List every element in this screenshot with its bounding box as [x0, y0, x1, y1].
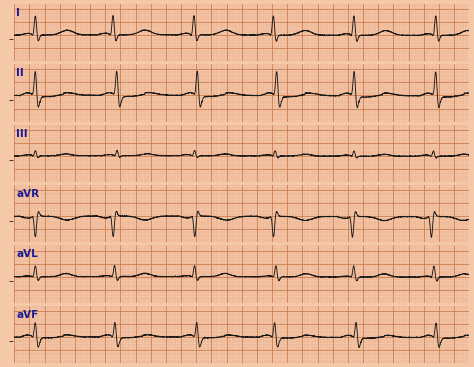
- Text: –: –: [9, 337, 14, 346]
- Text: –: –: [9, 155, 14, 165]
- Text: aVL: aVL: [16, 250, 38, 259]
- Text: III: III: [16, 128, 27, 139]
- Text: –: –: [9, 95, 14, 105]
- Text: –: –: [9, 216, 14, 226]
- Text: I: I: [16, 8, 20, 18]
- Text: aVF: aVF: [16, 310, 38, 320]
- Text: –: –: [9, 276, 14, 286]
- Text: II: II: [16, 68, 24, 78]
- Text: aVR: aVR: [16, 189, 39, 199]
- Text: –: –: [9, 34, 14, 44]
